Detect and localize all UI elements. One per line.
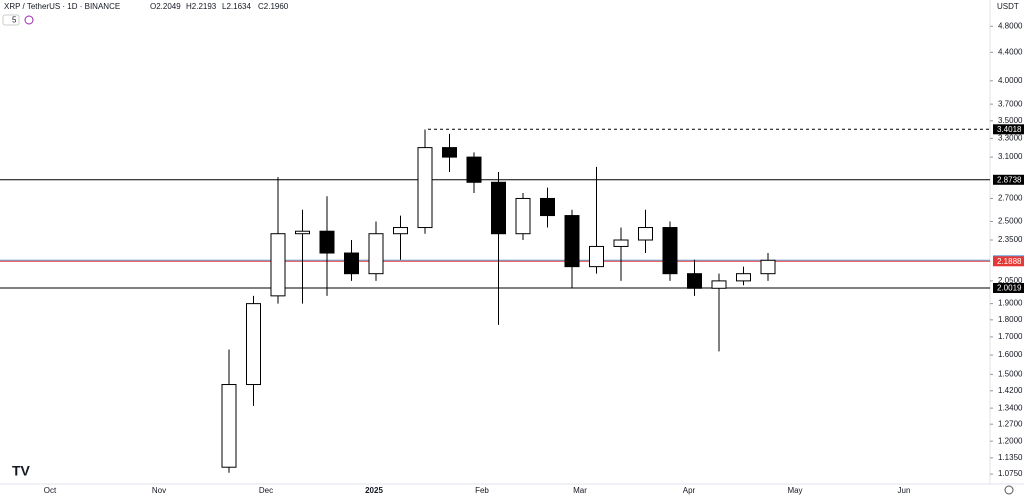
candle-body [270,233,286,297]
chart-title: XRP / TetherUS · 1D · BINANCE [4,2,120,11]
x-tick-label: Mar [573,486,587,495]
candle-body [417,147,433,229]
candle-body [711,280,727,289]
x-tick-label: May [787,486,802,495]
y-tick-label: 2.0500 [998,276,1023,285]
x-tick-label: Oct [44,486,57,495]
ohlc-label: O2.2049 [150,2,181,11]
price-tag [993,282,1024,293]
candle-body [515,197,531,235]
candle-body [638,227,653,241]
y-tick-label: 3.1000 [998,152,1023,161]
candle-body [393,227,408,235]
candle-body [466,156,482,183]
x-tick-label: 2025 [365,486,383,495]
candle-body [442,147,457,158]
price-tag [993,124,1024,135]
candle-body [368,233,384,275]
y-tick-label: 1.2000 [998,436,1023,445]
ohlc-label: H2.2193 [186,2,217,11]
x-tick-label: Dec [259,486,273,495]
candle-body [344,252,359,275]
settings-icon[interactable] [1004,485,1014,495]
y-tick-label: 1.9000 [998,299,1023,308]
y-tick-label: 1.5000 [998,369,1023,378]
candle-body [221,384,237,468]
y-tick-label: 1.8000 [998,315,1023,324]
currency[interactable]: USDT [997,2,1019,11]
candle-body [491,181,506,235]
price-tag [993,256,1024,267]
candle-body [319,230,335,254]
y-tick-label: 1.7000 [998,332,1023,341]
price-tag-label: 2.0019 [997,284,1022,293]
candle-body [736,273,751,282]
y-tick-label: 4.0000 [998,76,1023,85]
price-tag [993,174,1024,185]
candle-body [662,227,678,275]
y-tick-label: 2.5000 [998,217,1023,226]
candle-body [246,303,261,386]
x-tick-label: Jun [898,486,911,495]
candle-body [589,245,604,268]
x-tick-label: Feb [475,486,489,495]
candle-body [540,197,555,217]
ohlc-label: L2.1634 [222,2,251,11]
y-tick-label: 1.0750 [998,469,1023,478]
y-tick-label: 3.3000 [998,134,1023,143]
ohlc-label: C2.1960 [258,2,289,11]
y-tick-label: 2.7000 [998,194,1023,203]
candle-body [613,239,629,247]
y-tick-label: 1.2700 [998,419,1023,428]
indicator-count[interactable]: 5 [12,16,17,25]
y-tick-label: 3.7000 [998,99,1023,108]
indicator-icon[interactable] [24,15,34,25]
y-tick-label: 3.5000 [998,116,1023,125]
y-tick-label: 2.3500 [998,235,1023,244]
y-tick-label: 1.3400 [998,403,1023,412]
x-tick-label: Nov [152,486,166,495]
y-tick-label: 4.4000 [998,47,1023,56]
logo: TV [12,463,31,479]
candle-body [760,259,776,275]
y-tick-label: 1.1350 [998,453,1023,462]
y-tick-label: 1.6000 [998,350,1023,359]
candle-body [295,230,310,235]
y-tick-label: 1.4200 [998,386,1023,395]
price-tag-label: 2.1888 [997,257,1022,266]
indicator-toggle[interactable] [2,14,20,26]
price-tag-label: 2.8738 [997,175,1022,184]
price-tag-label: 3.4018 [997,125,1022,134]
candle-body [687,273,702,289]
candle-body [564,215,580,268]
y-tick-label: 4.8000 [998,21,1023,30]
x-tick-label: Apr [683,486,696,495]
